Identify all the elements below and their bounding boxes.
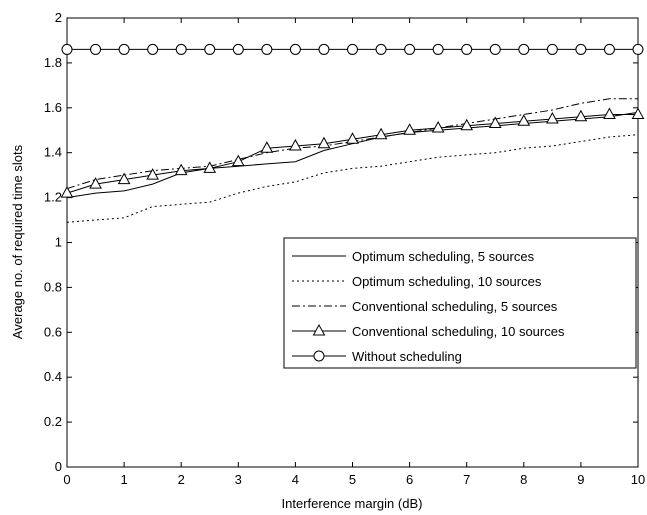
data-point xyxy=(347,43,358,55)
x-tick-label: 7 xyxy=(463,472,470,487)
legend-entry: Conventional scheduling, 10 sources xyxy=(292,323,565,339)
series-layer xyxy=(60,43,645,223)
data-point xyxy=(174,163,188,176)
legend-entry: Without scheduling xyxy=(292,349,462,364)
legend-label: Without scheduling xyxy=(352,349,462,364)
data-point xyxy=(90,43,102,55)
y-tick-label: 1.6 xyxy=(44,100,62,115)
series-3 xyxy=(60,107,645,198)
data-point xyxy=(461,43,473,55)
data-point xyxy=(574,109,588,122)
data-point xyxy=(232,43,244,55)
legend-label: Optimum scheduling, 10 sources xyxy=(352,274,542,289)
data-point xyxy=(203,161,217,173)
y-tick-label: 1.8 xyxy=(44,55,62,70)
data-point xyxy=(289,138,302,151)
data-point xyxy=(375,43,387,55)
x-tick-label: 6 xyxy=(406,472,413,487)
data-point xyxy=(603,43,615,55)
data-point xyxy=(489,43,501,55)
x-axis-label: Interference margin (dB) xyxy=(282,496,423,511)
legend-label: Conventional scheduling, 10 sources xyxy=(352,324,565,339)
data-point xyxy=(118,43,130,55)
x-tick-label: 1 xyxy=(120,472,127,487)
data-point xyxy=(204,43,216,55)
legend-label: Conventional scheduling, 5 sources xyxy=(352,299,558,314)
y-tick-label: 1 xyxy=(55,235,62,250)
legend: Optimum scheduling, 5 sources Optimum sch… xyxy=(283,237,637,369)
y-tick-label: 0.4 xyxy=(44,369,62,384)
y-tick-label: 0 xyxy=(55,459,62,474)
x-tick-label: 5 xyxy=(349,472,356,487)
data-point xyxy=(403,123,416,135)
y-axis-label: Average no. of required time slots xyxy=(10,144,25,339)
data-point xyxy=(404,43,416,55)
x-tick-label: 10 xyxy=(631,472,645,487)
y-tick-label: 1.4 xyxy=(44,145,62,160)
data-point xyxy=(231,154,245,167)
x-tick-label: 8 xyxy=(520,472,527,487)
x-tick-label: 2 xyxy=(178,472,185,487)
x-tick-label: 3 xyxy=(235,472,242,487)
data-point xyxy=(518,43,530,55)
data-point xyxy=(61,43,73,55)
data-point xyxy=(488,116,502,129)
y-tick-label: 0.2 xyxy=(44,414,62,429)
axis-ticks: 0 1 2 3 4 5 6 7 8 9 10 0 0.2 0.4 0.6 0.8 1 1.2 1.4 1.6 1.8 2 xyxy=(44,10,645,487)
x-tick-label: 0 xyxy=(63,472,70,487)
legend-marker xyxy=(312,323,326,336)
x-tick-label: 9 xyxy=(577,472,584,487)
data-point xyxy=(632,43,644,55)
data-point xyxy=(546,111,559,124)
data-point xyxy=(289,43,301,55)
series-4 xyxy=(61,43,644,55)
data-point xyxy=(317,136,331,149)
data-point xyxy=(631,107,645,120)
data-point xyxy=(261,43,273,55)
y-tick-label: 0.6 xyxy=(44,324,62,339)
data-point xyxy=(374,127,388,140)
data-point xyxy=(575,43,587,55)
data-point xyxy=(460,118,474,131)
data-point xyxy=(60,186,74,198)
data-point xyxy=(260,141,274,153)
data-point xyxy=(175,43,187,55)
x-tick-label: 4 xyxy=(292,472,299,487)
legend-entry: Optimum scheduling, 10 sources xyxy=(292,274,542,289)
y-tick-label: 2 xyxy=(55,10,62,25)
y-tick-label: 1.2 xyxy=(44,190,62,205)
data-point xyxy=(546,43,558,55)
legend-label: Optimum scheduling, 5 sources xyxy=(352,249,535,264)
data-point xyxy=(603,107,616,120)
data-point xyxy=(146,168,159,180)
data-point xyxy=(147,43,159,55)
legend-entry: Optimum scheduling, 5 sources xyxy=(292,249,535,264)
data-point xyxy=(431,120,445,133)
data-point xyxy=(517,114,531,126)
data-point xyxy=(318,43,330,55)
data-point xyxy=(432,43,444,55)
y-tick-label: 0.8 xyxy=(44,279,62,294)
legend-marker xyxy=(313,350,325,362)
legend-entry: Conventional scheduling, 5 sources xyxy=(292,299,558,314)
data-point xyxy=(89,177,102,189)
data-point xyxy=(117,172,131,185)
legend-box xyxy=(283,237,637,369)
data-point xyxy=(346,132,359,144)
